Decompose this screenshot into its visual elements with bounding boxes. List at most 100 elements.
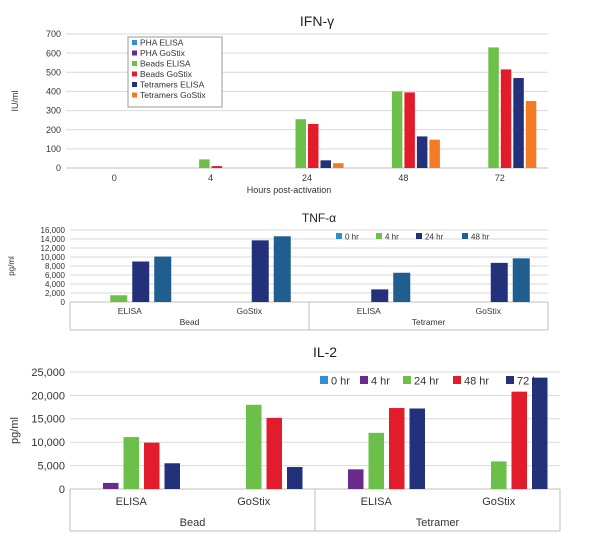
bar-4-hr	[110, 295, 128, 302]
y-tick-label: 100	[46, 144, 61, 154]
y-tick-label: 8,000	[45, 262, 66, 271]
group-label: Bead	[180, 517, 206, 529]
bar-48-hr	[144, 442, 160, 489]
legend-label: 48 hr	[471, 233, 490, 242]
x-tick-label: 4	[208, 173, 213, 183]
y-tick-label: 0	[59, 484, 65, 496]
chart-title: IFN-γ	[300, 13, 334, 29]
x-axis-label: Hours post-activation	[247, 185, 332, 195]
x-tick-label: ELISA	[361, 496, 393, 508]
bar-tetramers-gostix	[429, 139, 440, 168]
chart-0: IFN-γ 0 100 200 300 400 500 600 700 IU/ml 0 4 24 48 72…	[10, 13, 548, 195]
group-label: Tetramer	[416, 517, 460, 529]
bar-72-hr	[287, 467, 303, 489]
legend-swatch	[506, 376, 514, 384]
y-tick-label: 0	[56, 163, 61, 173]
x-tick-label: 72	[495, 173, 505, 183]
x-tick-label: GoStix	[482, 496, 516, 508]
bar-tetramers-elisa	[416, 136, 428, 168]
x-tick-label: GoStix	[237, 496, 271, 508]
legend-swatch	[360, 376, 368, 384]
y-tick-label: 10,000	[41, 253, 66, 262]
bar-tetramers-elisa	[320, 160, 331, 168]
bar-24-hr	[371, 289, 389, 302]
bar-24-hr	[490, 262, 508, 302]
legend-label: 4 hr	[371, 376, 390, 388]
legend-swatch	[132, 40, 137, 45]
legend-label: Beads GoStix	[140, 69, 193, 79]
legend-swatch	[132, 71, 137, 77]
legend-label: 0 hr	[331, 376, 350, 388]
y-tick-label: 15,000	[31, 414, 65, 426]
bar-24-hr	[132, 261, 150, 302]
y-tick-label: 700	[46, 29, 61, 39]
bar-4-hr	[103, 482, 119, 489]
chart-title: IL-2	[313, 344, 337, 360]
y-tick-label: 0	[61, 298, 66, 307]
y-tick-label: 12,000	[41, 244, 66, 253]
legend-label: 48 hr	[464, 376, 489, 388]
legend-swatch	[132, 50, 137, 56]
legend-swatch	[132, 92, 137, 98]
bar-48-hr	[266, 417, 282, 489]
legend-label: 24 hr	[425, 233, 444, 242]
legend-swatch	[376, 233, 382, 239]
y-tick-label: 16,000	[41, 226, 66, 235]
group-label: Bead	[180, 317, 200, 327]
chart-1: TNF-α 02,0004,0006,0008,00010,00012,00014…	[7, 211, 549, 331]
bar-beads-elisa	[295, 119, 306, 168]
y-tick-label: 2,000	[45, 289, 66, 298]
legend: 0 hr 4 hr 24 hr 48 hr 72 hr	[320, 376, 542, 388]
bar-24-hr	[368, 432, 384, 489]
y-tick-label: 14,000	[41, 235, 66, 244]
legend-swatch	[320, 376, 328, 384]
y-tick-label: 300	[46, 106, 61, 116]
bar-4-hr	[348, 469, 364, 489]
bar-beads-elisa	[391, 91, 403, 168]
bar-48-hr	[389, 408, 405, 489]
bar-72-hr	[164, 463, 180, 489]
chart-title: TNF-α	[302, 211, 336, 225]
x-tick-label: 48	[398, 173, 408, 183]
y-axis-label: pg/ml	[7, 256, 16, 276]
x-tick-label: 0	[112, 173, 117, 183]
bar-48-hr	[154, 256, 172, 302]
legend-swatch	[132, 61, 137, 66]
legend-swatch	[462, 233, 468, 239]
x-tick-label: GoStix	[236, 306, 262, 316]
bar-beads-elisa	[199, 159, 210, 168]
bar-beads-elisa	[488, 47, 499, 168]
legend-swatch	[403, 376, 411, 384]
y-tick-label: 10,000	[31, 437, 65, 449]
legend-box	[127, 36, 223, 108]
bar-beads-gostix	[500, 69, 512, 168]
legend-label: 0 hr	[345, 233, 359, 242]
legend-label: Tetramers GoStix	[140, 90, 206, 100]
y-tick-label: 400	[46, 87, 61, 97]
y-tick-label: 20,000	[31, 390, 65, 402]
bar-tetramers-gostix	[525, 101, 537, 168]
y-tick-label: 25,000	[31, 367, 65, 379]
x-tick-label: GoStix	[475, 306, 501, 316]
legend-swatch	[416, 233, 422, 239]
bar-24-hr	[251, 240, 269, 302]
y-axis-label: pg/ml	[9, 417, 21, 444]
x-tick-label: ELISA	[118, 306, 142, 316]
x-tick-label: ELISA	[357, 306, 381, 316]
y-axis-label: IU/ml	[10, 91, 20, 112]
legend-label: 24 hr	[414, 376, 439, 388]
y-tick-label: 4,000	[45, 280, 66, 289]
bar-24-hr	[246, 404, 262, 489]
legend-swatch	[132, 82, 137, 87]
legend: 0 hr 4 hr 24 hr 48 hr	[336, 233, 490, 242]
x-tick-label: ELISA	[116, 496, 148, 508]
bar-48-hr	[393, 272, 411, 302]
legend-label: Tetramers ELISA	[140, 80, 205, 90]
bar-beads-gostix	[404, 92, 415, 168]
y-tick-label: 500	[46, 67, 61, 77]
bar-tetramers-elisa	[513, 78, 524, 168]
bar-tetramers-gostix	[333, 163, 344, 168]
